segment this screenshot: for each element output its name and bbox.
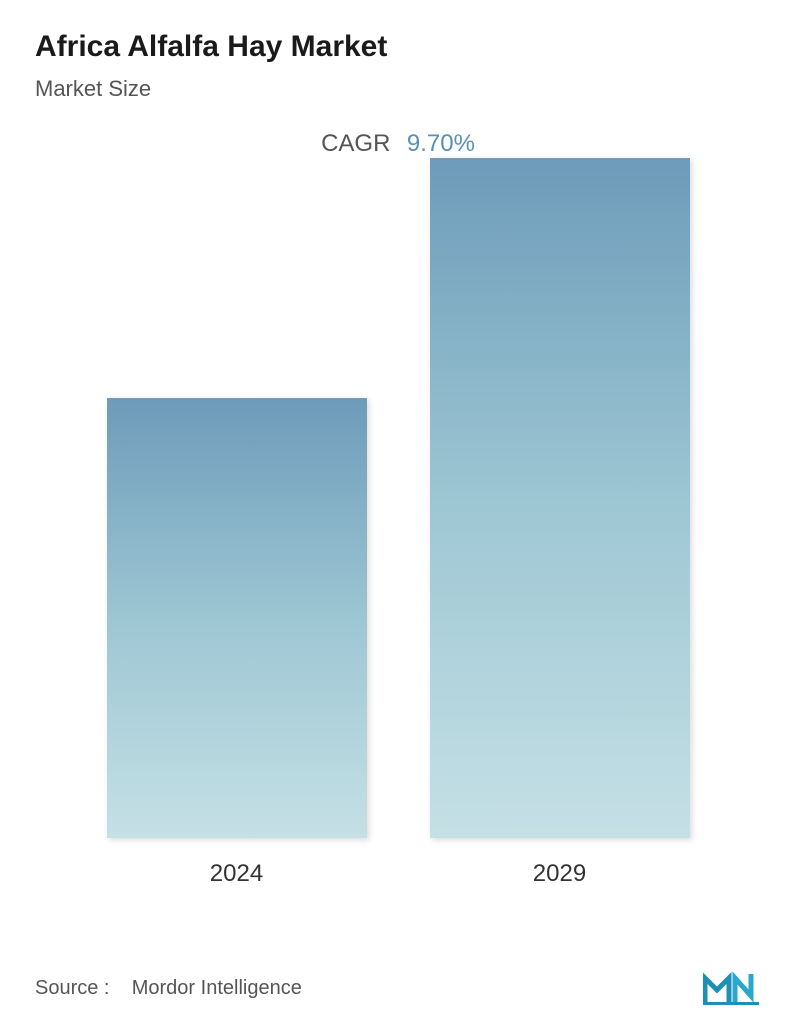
cagr-container: CAGR 9.70%: [35, 130, 761, 158]
brand-logo: [703, 970, 761, 1006]
source-label: Source :: [35, 977, 109, 999]
chart-area: 2024 2029: [35, 208, 761, 888]
chart-title: Africa Alfalfa Hay Market: [35, 30, 761, 64]
bar-group-1: 2029: [430, 158, 690, 888]
logo-icon: [703, 970, 761, 1006]
source-text: Source : Mordor Intelligence: [35, 977, 302, 1000]
bar-label-0: 2024: [210, 860, 263, 888]
bar-label-1: 2029: [533, 860, 586, 888]
cagr-label: CAGR: [321, 130, 390, 157]
cagr-value: 9.70%: [407, 130, 475, 157]
bar-group-0: 2024: [107, 398, 367, 888]
bar-1: [430, 158, 690, 838]
bar-0: [107, 398, 367, 838]
source-name: Mordor Intelligence: [132, 977, 302, 999]
chart-subtitle: Market Size: [35, 76, 761, 102]
footer: Source : Mordor Intelligence: [35, 970, 761, 1006]
